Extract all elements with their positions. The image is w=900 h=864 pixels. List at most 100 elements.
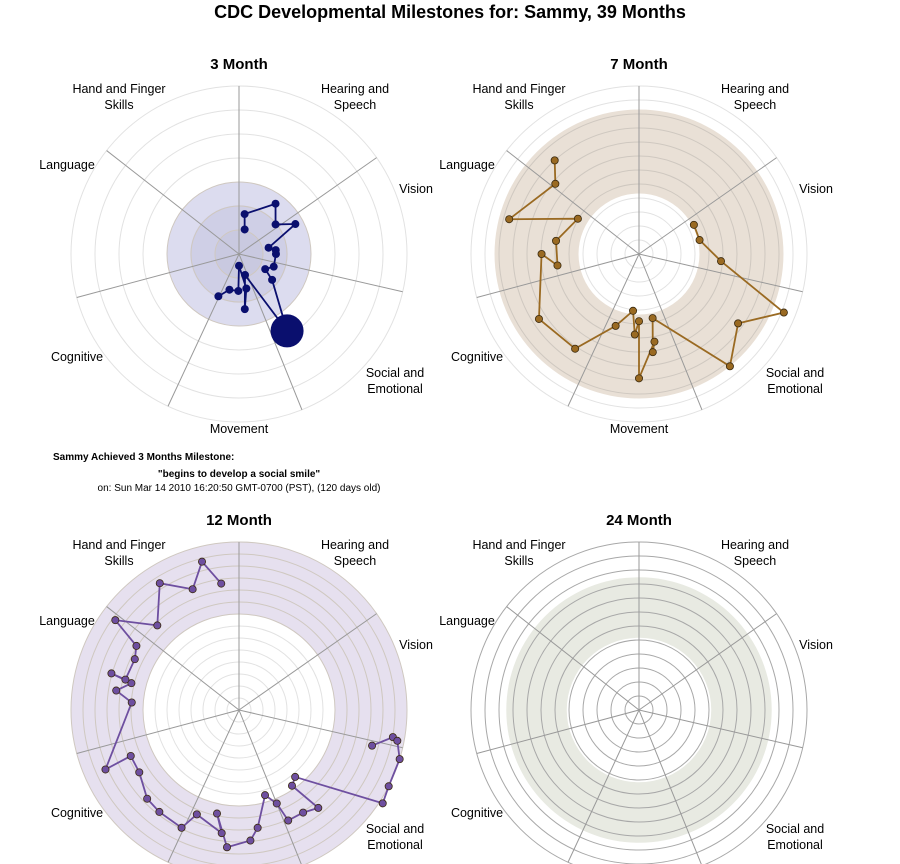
axis-label: Vision bbox=[399, 182, 433, 196]
milestone-point[interactable] bbox=[271, 220, 280, 229]
axis-spoke bbox=[238, 709, 403, 749]
axis-label: Hearing and Speech bbox=[721, 538, 789, 568]
milestone-point[interactable] bbox=[130, 655, 139, 664]
milestone-point[interactable] bbox=[272, 799, 281, 808]
milestone-point[interactable] bbox=[107, 669, 116, 678]
milestone-point[interactable] bbox=[192, 810, 201, 819]
milestone-point[interactable] bbox=[222, 843, 231, 852]
milestone-point[interactable] bbox=[188, 585, 197, 594]
milestone-point[interactable] bbox=[217, 829, 226, 838]
milestone-point[interactable] bbox=[177, 823, 186, 832]
radar-chart-7-month: 7 Month Hearing and Speech Vision Social and… bbox=[439, 56, 833, 436]
axis-label: Language bbox=[439, 158, 495, 172]
milestone-point[interactable] bbox=[198, 557, 207, 566]
milestone-point[interactable] bbox=[630, 330, 639, 339]
milestone-point[interactable] bbox=[143, 794, 152, 803]
milestone-point[interactable] bbox=[234, 286, 243, 295]
milestone-point[interactable] bbox=[127, 698, 136, 707]
milestone-date: on: Sun Mar 14 2010 16:20:50 GMT-0700 (P… bbox=[97, 483, 381, 494]
milestone-point[interactable] bbox=[269, 262, 278, 271]
milestone-point[interactable] bbox=[261, 265, 270, 274]
milestone-point[interactable] bbox=[725, 362, 734, 371]
milestone-point[interactable] bbox=[393, 736, 402, 745]
milestone-point[interactable] bbox=[212, 809, 221, 818]
milestone-point[interactable] bbox=[291, 220, 300, 229]
milestone-point[interactable] bbox=[553, 261, 562, 270]
milestone-point[interactable] bbox=[101, 765, 110, 774]
milestone-point[interactable] bbox=[112, 686, 121, 695]
milestone-point[interactable] bbox=[717, 257, 726, 266]
axis-label: Social and Emotional bbox=[366, 366, 424, 396]
axis-spoke bbox=[567, 709, 640, 863]
milestone-point[interactable] bbox=[261, 791, 270, 800]
milestone-point[interactable] bbox=[241, 270, 250, 279]
milestone-heading: Sammy Achieved 3 Months Milestone: bbox=[53, 452, 235, 463]
milestone-quote: "begins to develop a social smile" bbox=[157, 469, 321, 480]
milestone-point[interactable] bbox=[135, 768, 144, 777]
milestone-point[interactable] bbox=[695, 236, 704, 245]
milestone-point[interactable] bbox=[635, 374, 644, 383]
milestone-point[interactable] bbox=[368, 741, 377, 750]
axis-spoke bbox=[238, 709, 302, 864]
milestone-point[interactable] bbox=[132, 641, 141, 650]
milestone-point[interactable] bbox=[234, 261, 243, 270]
milestone-point[interactable] bbox=[534, 314, 543, 323]
axis-label: Vision bbox=[799, 182, 833, 196]
milestone-point[interactable] bbox=[291, 772, 300, 781]
axis-label: Cognitive bbox=[51, 350, 103, 364]
milestone-point[interactable] bbox=[287, 781, 296, 790]
milestone-point[interactable] bbox=[111, 616, 120, 625]
milestone-point[interactable] bbox=[573, 214, 582, 223]
milestone-point[interactable] bbox=[378, 799, 387, 808]
milestone-point[interactable] bbox=[648, 348, 657, 357]
milestone-point[interactable] bbox=[314, 803, 323, 812]
axis-label: Vision bbox=[799, 638, 833, 652]
milestone-point[interactable] bbox=[225, 285, 234, 294]
milestone-point[interactable] bbox=[505, 215, 514, 224]
milestone-point[interactable] bbox=[121, 675, 130, 684]
milestone-point[interactable] bbox=[689, 220, 698, 229]
milestone-point[interactable] bbox=[264, 243, 273, 252]
milestone-point[interactable] bbox=[284, 816, 293, 825]
milestone-point[interactable] bbox=[734, 319, 743, 328]
milestone-point[interactable] bbox=[629, 306, 638, 315]
milestone-point[interactable] bbox=[155, 807, 164, 816]
milestone-point[interactable] bbox=[571, 344, 580, 353]
milestone-point[interactable] bbox=[214, 292, 223, 301]
milestone-point[interactable] bbox=[779, 308, 788, 317]
milestone-point[interactable] bbox=[246, 836, 255, 845]
axis-label: Hearing and Speech bbox=[321, 82, 389, 112]
milestone-point[interactable] bbox=[611, 321, 620, 330]
milestone-point[interactable] bbox=[395, 755, 404, 764]
milestone-point[interactable] bbox=[271, 199, 280, 208]
milestone-point[interactable] bbox=[551, 179, 560, 188]
milestone-point[interactable] bbox=[648, 314, 657, 323]
axis-label: Language bbox=[39, 158, 95, 172]
milestone-point[interactable] bbox=[537, 249, 546, 258]
milestone-point[interactable] bbox=[217, 579, 226, 588]
milestone-point[interactable] bbox=[153, 621, 162, 630]
milestone-point[interactable] bbox=[126, 751, 135, 760]
milestone-point[interactable] bbox=[155, 579, 164, 588]
milestone-point[interactable] bbox=[271, 249, 280, 258]
axis-spoke bbox=[167, 709, 240, 863]
milestone-point[interactable] bbox=[242, 284, 251, 293]
milestone-point[interactable] bbox=[550, 156, 559, 165]
highlighted-milestone-point[interactable] bbox=[270, 314, 304, 348]
milestone-point[interactable] bbox=[240, 225, 249, 234]
axis-spoke bbox=[476, 253, 640, 298]
axis-spoke bbox=[106, 150, 240, 255]
milestone-point[interactable] bbox=[253, 823, 262, 832]
milestone-point[interactable] bbox=[299, 808, 308, 817]
milestone-point[interactable] bbox=[240, 305, 249, 314]
milestone-point[interactable] bbox=[635, 317, 644, 326]
axis-label: Movement bbox=[210, 422, 269, 436]
milestone-point[interactable] bbox=[240, 210, 249, 219]
milestone-point[interactable] bbox=[650, 337, 659, 346]
axis-label: Cognitive bbox=[451, 350, 503, 364]
milestone-point[interactable] bbox=[268, 275, 277, 284]
milestone-point[interactable] bbox=[127, 679, 136, 688]
milestone-point[interactable] bbox=[384, 782, 393, 791]
milestone-point[interactable] bbox=[552, 236, 561, 245]
axis-label: Social and Emotional bbox=[766, 822, 824, 852]
